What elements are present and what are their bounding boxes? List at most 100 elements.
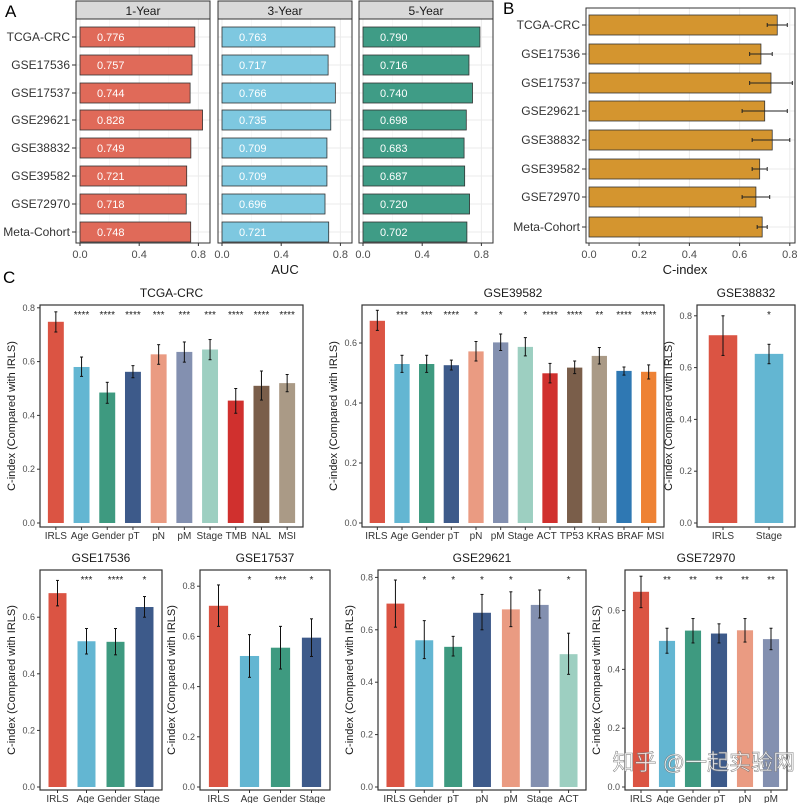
bar-value-label: 0.717 [239,60,267,72]
bar-GSE72970 [362,193,470,215]
panel-b-cindex-chart: TCGA-CRC GSE17536 GSE17537 GSE29621 GSE38832… [513,7,797,277]
bar-value-label: 0.776 [97,32,125,44]
bar-Stage [754,353,784,523]
y-tick-label: GSE72970 [521,190,580,204]
bar-Meta-Cohort [362,221,468,243]
y-tick-label: GSE29621 [521,104,580,118]
bar-value-label: 0.721 [239,227,267,239]
chart-GSE17537: GSE17537 IRLS * Age *** Gender * Stage 0.0 0.2 0.4… [166,551,331,803]
bar-pN [468,351,484,523]
y-tick-label: 0.4 [679,414,692,424]
bar-value-label: 0.763 [239,32,267,44]
significance-label: **** [616,310,632,321]
bar-Gender [684,630,702,787]
chart-title: GSE38832 [717,286,776,300]
bar-ACT [542,373,558,523]
significance-label: ** [663,575,671,586]
significance-label: *** [275,575,287,586]
y-tick-label: 0.4 [182,682,195,692]
x-axis-title: C-index [663,262,708,277]
bar-Gender [419,364,435,523]
y-tick-label: GSE39582 [521,162,580,176]
x-tick-label: Stage [197,531,224,542]
significance-label: ** [595,310,603,321]
bar-NAL [253,385,270,523]
x-tick-label: MSI [647,531,665,542]
x-tick-label: pT [714,794,726,803]
bar-pM [762,639,780,787]
bar-GSE72970 [221,193,326,215]
bar-TMB [227,400,244,523]
y-tick-label: 0.8 [360,572,373,582]
chart-title: GSE17537 [236,551,295,565]
y-tick-label: 0.8 [22,303,35,313]
y-tick-label: GSE17536 [11,58,70,72]
x-tick-label: Gender [92,531,126,542]
y-tick-label: 0.2 [22,725,35,735]
significance-label: * [509,575,513,586]
x-tick-label: Gender [263,794,297,803]
x-tick-label: Age [77,794,95,803]
bar-Age [73,366,90,523]
significance-label: * [451,575,455,586]
chart-title: GSE72970 [677,551,736,565]
x-tick-label: Gender [411,531,445,542]
bar-IRLS [632,591,650,787]
bar-IRLS [208,605,229,787]
x-tick-label: pN [739,794,752,803]
chart-TCGA-CRC: TCGA-CRC IRLS **** Age **** Gender **** pT *** pN… [6,286,304,542]
significance-label: **** [125,310,141,321]
y-tick-label: GSE39582 [11,169,70,183]
bar-GSE38832 [79,137,192,159]
y-tick-label: 0.6 [344,338,357,348]
x-tick-label: pT [128,531,140,542]
x-tick-label: 0.0 [581,249,596,261]
significance-label: ** [767,575,775,586]
significance-label: **** [108,575,124,586]
significance-label: *** [421,310,433,321]
bar-GSE39582 [362,165,466,187]
y-tick-label: 0.0 [344,518,357,528]
bar-value-label: 0.744 [97,88,125,100]
x-tick-label: IRLS [365,531,388,542]
bar-BRAF [616,370,632,523]
bar-value-label: 0.757 [97,60,125,72]
bar-Meta-Cohort [588,216,763,238]
bar-pN [473,612,491,787]
x-tick-label: TP53 [560,531,584,542]
bar-pT [444,646,463,787]
bar-GSE38832 [362,137,465,159]
y-tick-label: 0.6 [22,612,35,622]
x-tick-label: IRLS [630,794,653,803]
bar-value-label: 0.735 [239,115,267,127]
bar-value-label: 0.698 [380,115,408,127]
significance-label: **** [74,310,90,321]
significance-label: **** [99,310,115,321]
y-tick-label: 0.4 [22,669,35,679]
bar-value-label: 0.716 [380,60,408,72]
x-tick-label: pM [764,794,778,803]
bar-TCGA-CRC [79,26,196,48]
y-axis-title: C-index (Compared with IRLS) [663,341,675,491]
x-tick-label: Gender [97,794,131,803]
bar-GSE39582 [221,165,328,187]
y-tick-label: 0.2 [360,730,373,740]
significance-label: * [523,310,527,321]
chart-title: TCGA-CRC [140,286,204,300]
x-tick-label: Stage [527,794,554,803]
bar-GSE17537 [221,82,336,104]
significance-label: *** [153,310,165,321]
y-tick-label: 0.6 [360,625,373,635]
bar-GSE17536 [79,54,193,76]
y-tick-label: 0.4 [344,398,357,408]
significance-label: *** [396,310,408,321]
bar-value-label: 0.720 [380,199,408,211]
x-tick-label: pN [470,531,483,542]
bar-GSE17537 [588,72,772,94]
x-tick-label: pT [447,794,459,803]
bar-IRLS [708,335,738,523]
x-tick-label: 0.0 [214,249,229,261]
y-tick-label: 0.2 [22,464,35,474]
y-tick-label: 0.2 [607,723,620,733]
